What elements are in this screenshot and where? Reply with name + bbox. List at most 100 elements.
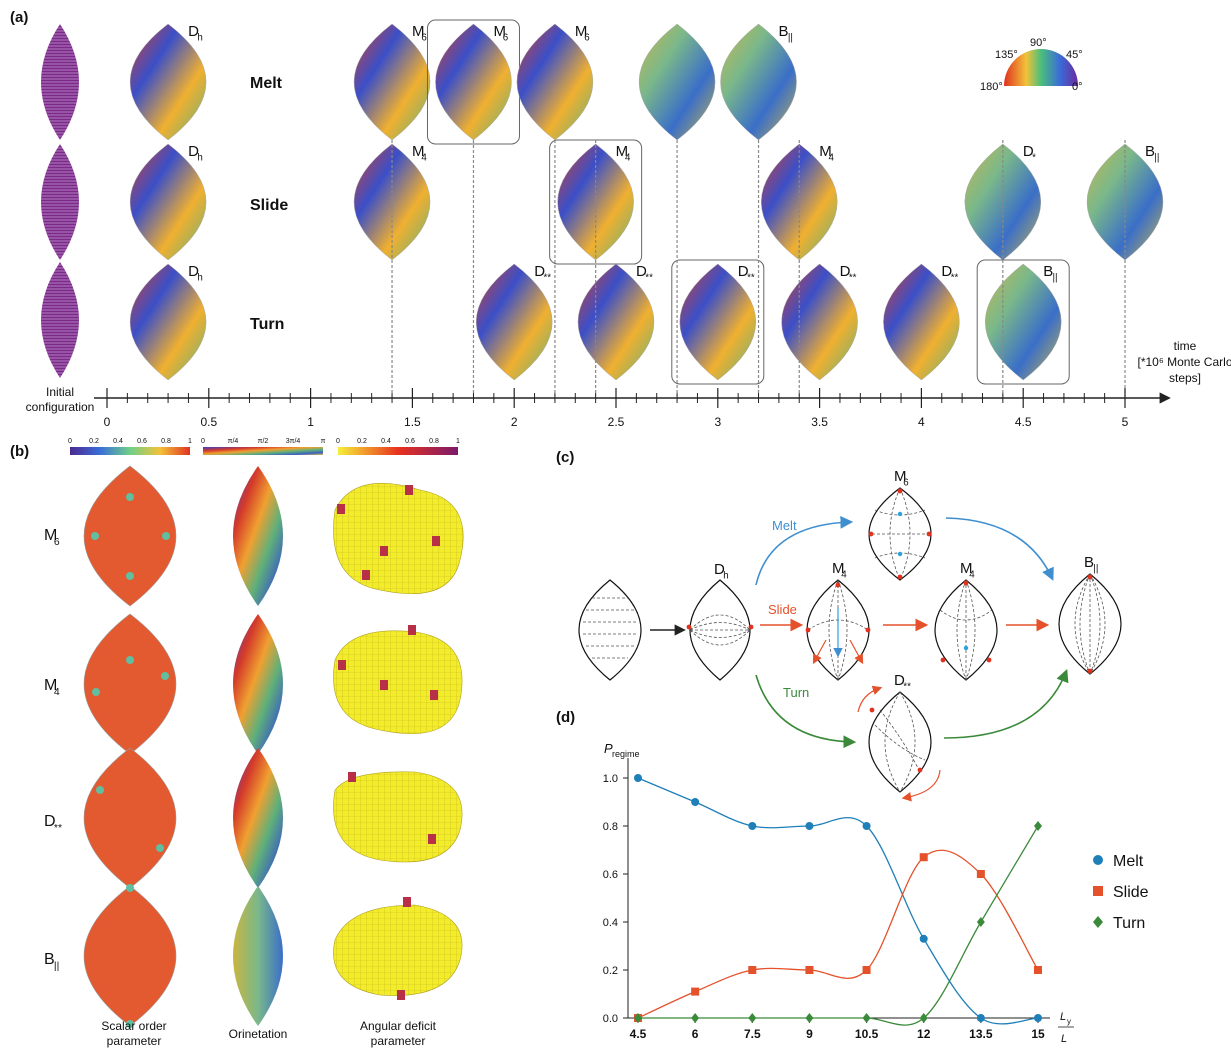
data-point-slide: [862, 966, 871, 974]
time-tick-label: 3.5: [811, 415, 828, 429]
x-axis-label-num-sub: y: [1067, 1017, 1071, 1026]
data-point-turn: [862, 1013, 871, 1023]
snapshot-label-letter: D: [941, 263, 952, 280]
snapshot-label: M6: [493, 23, 508, 44]
time-tick-label: 5: [1122, 415, 1129, 429]
snapshot-label: D*: [1023, 143, 1036, 164]
data-point-turn: [1034, 821, 1042, 831]
panel-c-label: (c): [556, 449, 574, 466]
data-point-turn: [748, 1013, 757, 1023]
snapshot-label-subscript: ||: [788, 33, 793, 44]
y-tick-label: 1.0: [603, 773, 618, 785]
data-point-melt: [805, 822, 814, 830]
node-label-m4b: M4: [960, 560, 975, 581]
node-label-m6: M6: [894, 468, 909, 489]
red-motion-arrows: [812, 639, 941, 802]
series-melt: [634, 774, 1042, 1025]
node-label-m4b-letter: M: [960, 560, 973, 577]
x-tick-label: 6: [692, 1027, 699, 1041]
data-point-slide: [748, 966, 757, 974]
snapshot-label-letter: D: [534, 263, 545, 280]
node-label-b-subscript: ||: [1093, 564, 1098, 575]
node-label-m4a-letter: M: [832, 560, 845, 577]
initial-configurations: [41, 24, 79, 378]
y-axis-label-sub: regime: [612, 749, 640, 759]
snapshot-label-letter: D: [840, 263, 851, 280]
colorbar-order-strip: [70, 447, 190, 455]
scalar-order-m4: [83, 613, 177, 755]
x-tick-label: 15: [1031, 1027, 1045, 1041]
legend-marker: [1093, 855, 1103, 865]
snapshot-label-letter: D: [188, 143, 199, 160]
x-axis-label-num: L: [1060, 1011, 1066, 1023]
snapshot-label: Dh: [188, 143, 203, 164]
deficit-b: [333, 904, 463, 996]
time-tick-label: 2: [511, 415, 518, 429]
colorbar-tick-label: π/2: [258, 438, 269, 445]
time-tick-label: 1: [307, 415, 314, 429]
snapshot-label-letter: D: [1023, 143, 1034, 160]
legend-item-slide: Slide: [1093, 884, 1149, 901]
data-point-slide: [976, 870, 985, 878]
node-label-m4a: M4: [832, 560, 847, 581]
snapshot-label-letter: D: [636, 263, 647, 280]
data-point-melt: [691, 798, 700, 806]
legend-label: Turn: [1113, 915, 1145, 932]
snapshot-lens: [516, 23, 593, 141]
y-tick-label: 0.2: [603, 965, 618, 977]
panel-b-row-label-letter: M: [44, 677, 57, 694]
x-axis-label-den: L: [1061, 1033, 1067, 1045]
time-label-line2: [*10⁶ Monte Carlo: [1138, 355, 1231, 369]
arrow-turn-2: [943, 669, 1069, 739]
snapshot-label-letter: D: [738, 263, 749, 280]
path-label-melt: Melt: [772, 518, 797, 533]
chart-legend: Melt Slide Turn: [1093, 853, 1149, 932]
col-caption-orientation: Orinetation: [229, 1027, 288, 1041]
scalar-order-b: [83, 885, 177, 1027]
snapshot-label: Dh: [188, 263, 203, 284]
data-point-turn: [634, 1013, 642, 1023]
snapshot-lens: [985, 263, 1062, 381]
snapshot-label: D**: [941, 263, 958, 284]
data-point-melt: [919, 934, 928, 943]
snapshot-lens: [130, 23, 207, 141]
time-tick-label: 1.5: [404, 415, 421, 429]
col-caption-order-2: parameter: [107, 1034, 162, 1048]
snapshot-label: M6: [575, 23, 590, 44]
path-label-slide: Slide: [768, 602, 797, 617]
snapshot-label: B ||: [1043, 263, 1057, 284]
snapshot-label-subscript: h: [197, 33, 202, 44]
panel-b-row-label-subscript: 4: [54, 687, 60, 698]
scalar-order-dss: [83, 747, 177, 889]
data-point-melt: [748, 822, 757, 830]
snapshot-label-letter: D: [188, 263, 199, 280]
colorbar-deficit: [338, 447, 458, 455]
panel-b-row-label: M6: [44, 527, 60, 548]
scalar-order-defects: [91, 493, 170, 1028]
colorbar-orientation-strip: [203, 447, 323, 455]
snapshot-rows: Dh M6 M6 M6 B ||Dh M4 M4 M4 D* B ||Dh D** D** D** D** D*…: [130, 19, 1164, 385]
colorbar-ticks: 0 0.2 0.4 0.6 0.8 1 0 π/4 π/2 3π/4 π 0 0.2 0.4 0.6 0.8 1: [68, 438, 460, 445]
data-point-slide: [1034, 966, 1042, 974]
data-point-slide: [691, 987, 700, 996]
panel-b-row-label: M4: [44, 677, 60, 698]
node-label-dss: D**: [894, 672, 911, 693]
time-tick-label: 0.5: [200, 415, 217, 429]
legend-marker: [1093, 916, 1103, 928]
orientation-m6: [233, 466, 283, 606]
col-caption-deficit-2: parameter: [371, 1034, 426, 1048]
snapshot-lens: [781, 263, 858, 381]
orientation-m4: [233, 614, 283, 754]
snapshot-turn-6: B ||: [976, 259, 1070, 385]
data-point-melt: [1034, 1014, 1042, 1022]
initial-config-turn: [41, 262, 79, 378]
x-tick-label: 4.5: [630, 1027, 647, 1041]
y-tick-label: 0.6: [603, 869, 618, 881]
snapshot-label-letter: M: [575, 23, 588, 40]
snapshot-label-subscript: 6: [421, 33, 426, 44]
time-axis: 0 0.5 1 1.5 2 2.5 3 3.5 4 4.5 5: [94, 388, 1171, 429]
colorbar-tick-label: 0.8: [429, 438, 439, 445]
panel-b-label: (b): [10, 443, 29, 460]
